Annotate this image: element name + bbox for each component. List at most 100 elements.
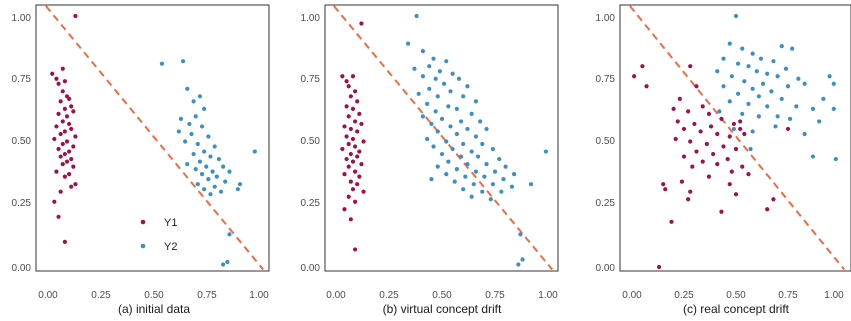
data-point-y2: [439, 116, 445, 122]
data-point-y2: [202, 149, 207, 154]
data-point-y1: [340, 146, 345, 152]
data-point-y1: [52, 199, 57, 204]
data-point-y1: [355, 182, 360, 187]
data-point-y1: [344, 134, 349, 139]
data-point-y1: [58, 189, 63, 194]
data-point-y2: [785, 84, 791, 89]
data-point-y2: [216, 156, 222, 162]
data-point-y2: [227, 232, 232, 237]
data-point-y2: [520, 257, 525, 262]
xtick-label: 0.50: [432, 290, 452, 301]
ytick-label: 0.75: [301, 74, 321, 85]
data-point-y2: [210, 169, 215, 174]
data-point-y2: [721, 56, 726, 61]
data-point-y1: [62, 106, 67, 111]
data-point-y1: [62, 239, 67, 244]
ytick-label: 0.50: [301, 136, 321, 147]
data-point-y2: [427, 64, 432, 69]
data-point-y1: [357, 149, 362, 154]
data-point-y2: [193, 167, 198, 172]
data-point-y1: [348, 126, 353, 132]
data-point-y2: [773, 124, 778, 129]
panel-b: 1.00 0.75 0.50 0.25 0.00 0.00 0.25 0.50 …: [301, 4, 559, 316]
data-point-y2: [191, 99, 196, 104]
data-point-y2: [484, 126, 489, 132]
legend: Y1 Y2: [140, 217, 177, 253]
data-point-y1: [352, 144, 358, 149]
data-point-y2: [420, 74, 426, 79]
data-point-y1: [663, 187, 668, 192]
data-point-y1: [344, 156, 349, 162]
data-point-y1: [348, 151, 353, 157]
plot-frame: [619, 4, 851, 272]
data-point-y2: [444, 59, 449, 64]
data-point-y2: [437, 69, 442, 74]
data-point-y1: [357, 174, 362, 179]
data-point-y1: [740, 164, 745, 169]
data-point-y2: [185, 86, 190, 91]
data-point-y2: [779, 44, 784, 49]
xtick-label: 0.50: [144, 290, 164, 301]
data-point-y2: [796, 76, 801, 81]
data-point-y1: [58, 154, 63, 159]
data-point-y2: [199, 172, 205, 177]
data-point-y1: [62, 151, 67, 157]
data-point-y2: [435, 129, 440, 134]
ytick-label: 0.00: [12, 263, 32, 274]
data-point-y2: [454, 131, 459, 137]
data-point-y2: [760, 81, 766, 86]
data-point-y1: [719, 209, 724, 214]
data-point-y1: [352, 169, 358, 174]
data-point-y1: [352, 89, 358, 94]
panel-c: 1.00 0.75 0.50 0.25 0.00 0.00 0.25 0.50 …: [596, 4, 851, 316]
data-point-y2: [802, 131, 807, 137]
data-point-y2: [442, 81, 447, 86]
data-point-y2: [433, 76, 438, 81]
data-point-y1: [688, 64, 693, 69]
data-point-y2: [756, 114, 761, 119]
data-point-y2: [429, 121, 434, 127]
data-point-y1: [742, 131, 747, 137]
xtick-label: 1.00: [249, 290, 269, 301]
data-point-y2: [746, 64, 751, 69]
data-point-y1: [677, 96, 682, 101]
xtick-label: 1.00: [538, 290, 558, 301]
data-point-y2: [543, 149, 548, 154]
ytick-label: 1.00: [12, 13, 32, 24]
data-point-y1: [686, 197, 691, 202]
data-point-y1: [56, 81, 61, 86]
data-point-y1: [671, 106, 676, 111]
x-axis-caption: (c) real concept drift: [683, 302, 790, 316]
xtick-label: 0.25: [674, 290, 694, 301]
data-point-y1: [54, 169, 59, 174]
data-point-y1: [54, 76, 59, 81]
decision-boundary-line: [629, 5, 845, 271]
data-point-y2: [454, 106, 459, 111]
data-point-y1: [656, 264, 662, 270]
data-point-y1: [73, 134, 78, 139]
data-point-y2: [461, 94, 466, 99]
data-point-y2: [435, 164, 440, 169]
data-point-y1: [704, 141, 709, 147]
data-point-y2: [458, 154, 464, 159]
data-point-y2: [817, 119, 822, 124]
ytick-label: 0.25: [301, 198, 321, 209]
data-point-y2: [435, 94, 440, 99]
data-point-y2: [454, 167, 459, 172]
data-point-y2: [414, 13, 419, 19]
data-point-y2: [448, 124, 453, 129]
data-point-y1: [700, 104, 705, 109]
x-axis-caption: (a) initial data: [118, 302, 190, 316]
data-point-y2: [787, 116, 793, 122]
data-point-y2: [478, 119, 483, 124]
xtick-label: 0.25: [91, 290, 111, 301]
data-point-y1: [58, 99, 63, 104]
data-point-y2: [448, 89, 453, 94]
data-point-y1: [73, 13, 78, 19]
panel-a: 1.00 0.75 0.50 0.25 0.00 0.00 0.25 0.50 …: [12, 4, 270, 316]
data-point-y2: [509, 184, 515, 189]
xtick-label: 0.75: [485, 290, 505, 301]
data-point-y2: [431, 144, 436, 149]
data-point-y1: [50, 71, 55, 76]
data-point-y1: [71, 109, 76, 114]
